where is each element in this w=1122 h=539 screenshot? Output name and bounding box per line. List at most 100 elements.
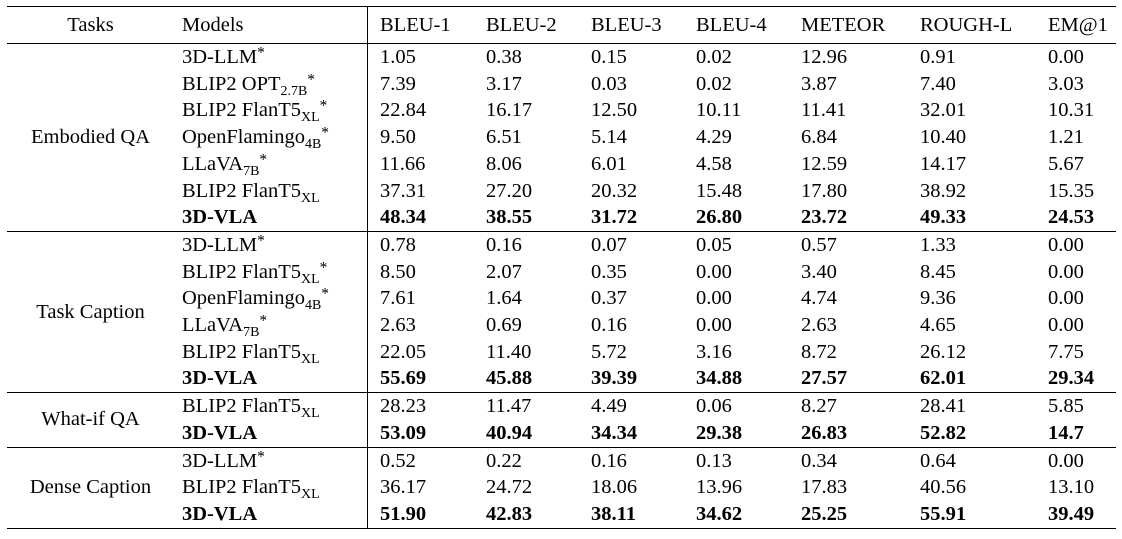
model-subscript: XL <box>301 351 320 367</box>
table-row: OpenFlamingo4B* 7.61 1.64 0.37 0.00 4.74 9.36 0… <box>7 285 1116 313</box>
bleu-1-value: 28.23 <box>380 395 427 418</box>
bleu-3-value: 0.37 <box>591 287 627 310</box>
model-cell: 3D-VLA <box>174 365 368 393</box>
bleu-1-value: 1.05 <box>380 46 416 68</box>
bleu-4-value: 0.02 <box>696 46 732 68</box>
header-rouge-l: ROUGH-L <box>920 14 1013 36</box>
model-name: BLIP2 FlanT5 <box>182 340 302 363</box>
zero-shot-marker: * <box>257 232 265 250</box>
bleu-4-value: 0.00 <box>696 287 732 310</box>
zero-shot-marker: * <box>257 448 265 466</box>
rouge-l-value: 49.33 <box>920 206 967 229</box>
meteor-value: 2.63 <box>801 314 837 337</box>
meteor-value: 4.74 <box>801 287 837 310</box>
table-row: LLaVA7B* 11.66 8.06 6.01 4.58 12.59 14.17 5.67 <box>7 150 1116 179</box>
meteor-value: 25.25 <box>801 502 848 525</box>
bleu-1-value: 7.39 <box>380 72 416 95</box>
model-subscript: 7B <box>243 324 260 340</box>
rouge-l-value: 0.91 <box>920 46 956 68</box>
model-cell: 3D-LLM* <box>174 43 368 71</box>
em-1-value: 39.49 <box>1048 502 1095 525</box>
bleu-2-value: 42.83 <box>486 502 533 525</box>
bleu-1-value: 22.05 <box>380 340 427 363</box>
zero-shot-marker: * <box>257 44 265 62</box>
model-name: OpenFlamingo <box>182 287 305 310</box>
table-row: 3D-VLA 51.90 42.83 38.11 34.62 25.25 55.91 39.4… <box>7 500 1116 529</box>
model-subscript: XL <box>301 406 320 422</box>
header-bleu-4: BLEU-4 <box>696 14 767 36</box>
model-subscript: 7B <box>243 163 260 179</box>
model-name: 3D-VLA <box>182 206 258 229</box>
model-name: 3D-VLA <box>182 421 258 444</box>
bleu-2-value: 2.07 <box>486 260 522 283</box>
bleu-2-value: 0.69 <box>486 314 522 337</box>
bleu-2-value: 3.17 <box>486 72 522 95</box>
bleu-3-value: 0.35 <box>591 260 627 283</box>
model-cell: BLIP2 FlanT5XL <box>174 338 368 367</box>
model-cell: 3D-LLM* <box>174 231 368 259</box>
meteor-value: 0.57 <box>801 233 837 256</box>
task-group: Task Caption 3D-LLM* 0.78 0.16 0.07 0.05 0.57 1… <box>7 231 1116 393</box>
bleu-4-value: 26.80 <box>696 206 743 229</box>
zero-shot-marker: * <box>319 98 328 116</box>
model-subscript: XL <box>301 271 320 287</box>
bleu-3-value: 39.39 <box>591 367 638 390</box>
bleu-2-value: 45.88 <box>486 367 533 390</box>
bleu-4-value: 13.96 <box>696 476 743 499</box>
zero-shot-marker: * <box>259 151 268 169</box>
bleu-2-value: 8.06 <box>486 152 522 175</box>
em-1-value: 0.00 <box>1048 287 1084 310</box>
model-cell: 3D-LLM* <box>174 447 368 475</box>
em-1-value: 0.00 <box>1048 314 1084 337</box>
bleu-2-value: 6.51 <box>486 126 522 149</box>
model-cell: BLIP2 FlanT5XL <box>174 177 368 205</box>
model-cell: OpenFlamingo4B* <box>174 285 368 313</box>
task-name-cell: Task Caption <box>36 300 145 323</box>
bleu-4-value: 0.13 <box>696 449 732 472</box>
bleu-4-value: 4.29 <box>696 126 732 149</box>
bleu-4-value: 0.02 <box>696 72 732 95</box>
bleu-3-value: 18.06 <box>591 476 638 499</box>
bleu-4-value: 4.58 <box>696 152 732 175</box>
em-1-value: 29.34 <box>1048 367 1095 390</box>
em-1-value: 0.00 <box>1048 46 1084 68</box>
table-row: Dense Caption 3D-LLM* 0.52 0.22 0.16 0.13 0.34… <box>7 447 1116 498</box>
rouge-l-value: 10.40 <box>920 126 967 149</box>
table-row: Embodied QA 3D-LLM* 1.05 0.38 0.15 0.02 12.96 0… <box>7 43 1116 148</box>
bleu-2-value: 38.55 <box>486 206 533 229</box>
em-1-value: 15.35 <box>1048 179 1095 202</box>
task-group: Embodied QA 3D-LLM* 1.05 0.38 0.15 0.02 12.96 0… <box>7 43 1116 232</box>
bleu-4-value: 34.88 <box>696 367 743 390</box>
bleu-4-value: 3.16 <box>696 340 732 363</box>
meteor-value: 12.96 <box>801 46 848 68</box>
bleu-3-value: 5.14 <box>591 126 627 149</box>
model-name: BLIP2 OPT <box>182 72 281 95</box>
bleu-1-value: 7.61 <box>380 287 416 310</box>
bleu-4-value: 15.48 <box>696 179 743 202</box>
task-name-cell: Embodied QA <box>31 126 150 149</box>
rouge-l-value: 38.92 <box>920 179 967 202</box>
bleu-1-value: 22.84 <box>380 99 427 122</box>
bleu-3-value: 0.16 <box>591 314 627 337</box>
bleu-2-value: 11.47 <box>486 395 532 418</box>
bleu-1-value: 8.50 <box>380 260 416 283</box>
bleu-3-value: 0.15 <box>591 46 627 68</box>
table-row: OpenFlamingo4B* 9.50 6.51 5.14 4.29 6.84 10.40… <box>7 124 1116 151</box>
task-name-cell: What-if QA <box>41 408 140 431</box>
table-row: BLIP2 FlanT5XL* 22.84 16.17 12.50 10.11 11.41… <box>7 97 1116 125</box>
model-name: 3D-VLA <box>182 502 258 525</box>
bleu-2-value: 24.72 <box>486 476 533 499</box>
model-name: BLIP2 FlanT5 <box>182 476 302 499</box>
bleu-4-value: 0.00 <box>696 260 732 283</box>
table-row: BLIP2 FlanT5XL 37.31 27.20 20.32 15.48 17.80 3… <box>7 177 1116 205</box>
bleu-2-value: 11.40 <box>486 340 532 363</box>
rouge-l-value: 9.36 <box>920 287 956 310</box>
meteor-value: 3.87 <box>801 72 837 95</box>
rouge-l-value: 52.82 <box>920 421 967 444</box>
bleu-3-value: 20.32 <box>591 179 638 202</box>
model-cell: 3D-VLA <box>174 500 368 529</box>
bleu-1-value: 51.90 <box>380 502 427 525</box>
rouge-l-value: 40.56 <box>920 476 967 499</box>
em-1-value: 5.67 <box>1048 152 1084 175</box>
bleu-3-value: 12.50 <box>591 99 638 122</box>
